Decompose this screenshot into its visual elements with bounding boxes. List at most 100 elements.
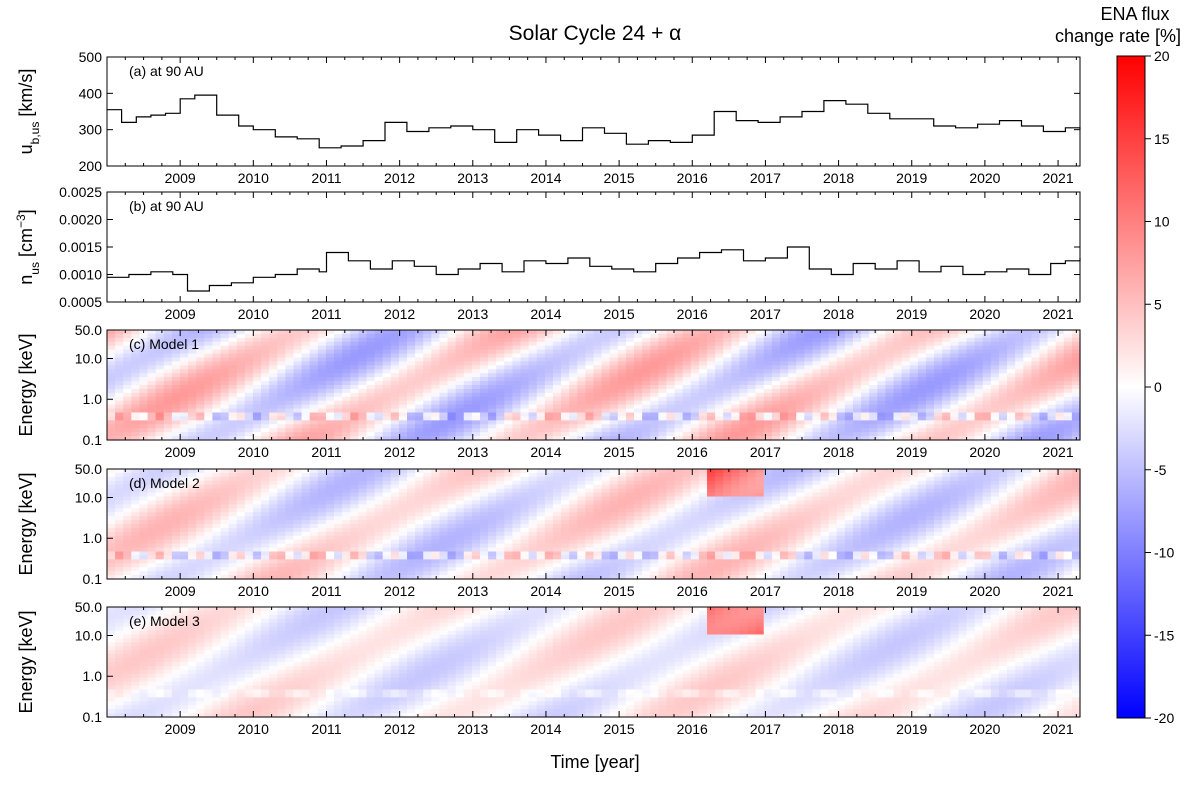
heatmap-cell [569,330,578,335]
heatmap-cell [366,337,376,343]
heatmap-cell [634,408,643,414]
heatmap-cell [836,369,846,374]
heatmap-cell [309,420,319,425]
heatmap-cell [301,353,311,359]
heatmap-cell [536,396,546,402]
heatmap-cell [779,396,789,402]
heatmap-cell [512,357,522,363]
heatmap-cell [423,330,432,335]
heatmap-cell [569,432,578,437]
heatmap-cell [407,492,416,498]
heatmap-cell [569,412,578,418]
heatmap-cell [1031,341,1041,347]
heatmap-cell [998,404,1008,410]
heatmap-cell [350,353,359,359]
heatmap-cell [228,361,238,366]
heatmap-cell [544,392,554,398]
heatmap-cell [147,512,157,517]
heatmap-cell [1031,432,1041,437]
heatmap-cell [544,432,554,437]
heatmap-cell [423,480,432,486]
heatmap-cell [998,408,1008,414]
heatmap-cell [407,543,416,549]
heatmap-cell [163,392,173,398]
heatmap-cell [439,484,449,490]
heatmap-cell [188,567,197,572]
heatmap-cell [252,496,262,502]
heatmap-cell [844,365,854,370]
heatmap-cell [917,333,927,339]
heatmap-cell [1015,377,1024,382]
heatmap-cell [528,361,538,366]
heatmap-cell [471,333,481,339]
heatmap-cell [171,385,181,390]
heatmap-cell [861,353,870,359]
heatmap-cell [739,412,749,418]
x-tick-label: 2021 [1042,306,1073,322]
heatmap-cell [163,377,173,382]
heatmap-cell [942,369,951,374]
heatmap-cell [407,512,416,517]
heatmap-cell [390,436,400,441]
heatmap-cell [544,373,554,378]
heatmap-cell [431,330,441,335]
heatmap-cell [966,377,976,382]
heatmap-cell [123,520,132,525]
heatmap-cell [1015,373,1024,378]
heatmap-cell [601,337,611,343]
heatmap-cell [317,492,327,498]
heatmap-cell [139,547,149,553]
heatmap-cell [893,337,903,343]
heatmap-cell [212,543,222,549]
heatmap-cell [682,373,692,378]
heatmap-cell [155,555,165,560]
heatmap-cell [812,385,822,390]
heatmap-cell [269,520,278,525]
heatmap-cell [536,345,546,351]
heatmap-cell [261,424,270,429]
heatmap-cell [131,527,141,533]
heatmap-cell [212,555,222,560]
heatmap-cell [820,377,830,382]
heatmap-cell [455,400,465,406]
heatmap-cell [1039,349,1049,355]
heatmap-cell [163,524,173,529]
heatmap-cell [877,420,886,425]
heatmap-cell [625,424,635,429]
heatmap-cell [374,416,384,421]
heatmap-cell [317,555,327,560]
heatmap-cell [1007,416,1016,421]
heatmap-cell [334,330,343,335]
heatmap-cell [212,337,222,343]
heatmap-cell [658,337,668,343]
heatmap-cell [415,377,424,382]
heatmap-cell [812,365,822,370]
heatmap-cell [431,400,441,406]
heatmap-cell [861,392,870,398]
heatmap-cell [188,524,197,529]
heatmap-cell [163,535,173,541]
heatmap-cell [561,337,570,343]
heatmap-cell [155,476,165,482]
heatmap-cell [374,392,384,398]
heatmap-cell [520,341,530,347]
heatmap-cell [463,333,473,339]
heatmap-cell [593,412,603,418]
heatmap-cell [1063,408,1073,414]
heatmap-cell [901,353,911,359]
heatmap-cell [763,369,773,374]
heatmap-cell [261,469,270,474]
heatmap-cell [771,377,781,382]
heatmap-cell [998,432,1008,437]
heatmap-cell [293,353,303,359]
heatmap-cell [261,432,270,437]
heatmap-cell [228,412,238,418]
heatmap-cell [763,432,773,437]
heatmap-cell [1047,361,1057,366]
heatmap-cell [861,381,870,386]
heatmap-cell [228,404,238,410]
heatmap-cell [285,488,295,494]
heatmap-cell [334,571,343,576]
heatmap-cell [212,408,222,414]
heatmap-cell [788,388,797,394]
